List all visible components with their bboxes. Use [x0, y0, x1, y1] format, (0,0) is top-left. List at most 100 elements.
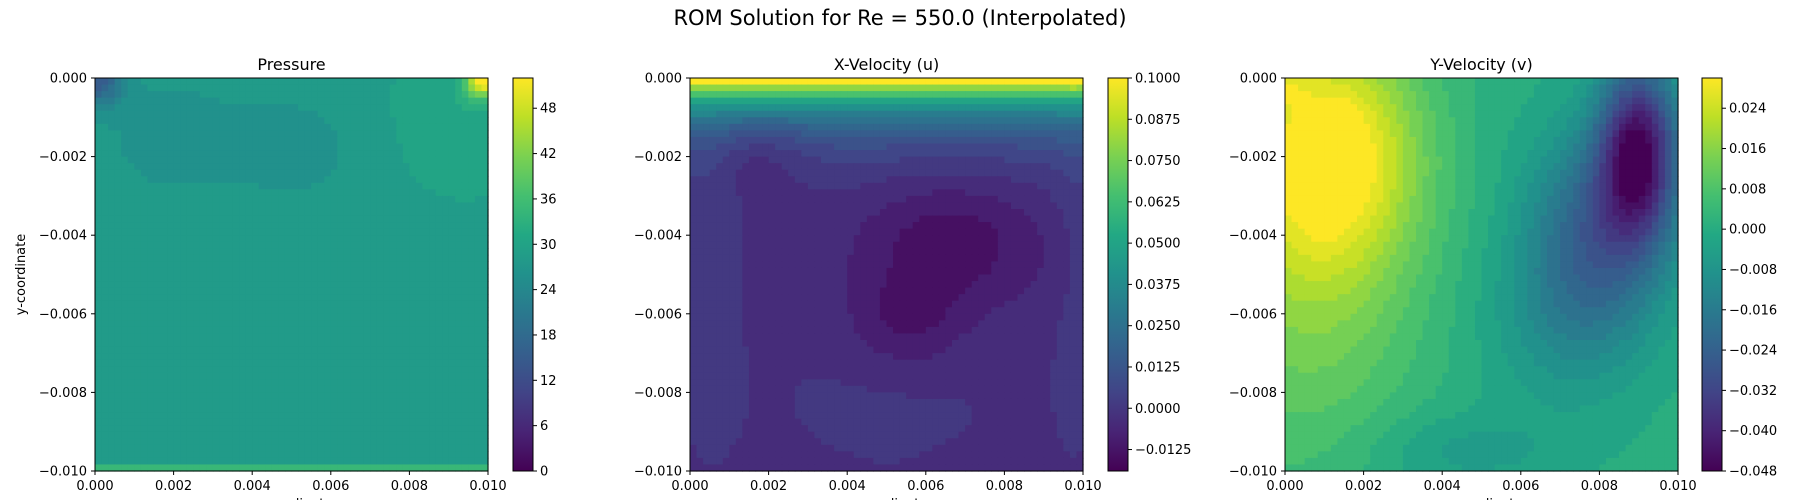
heatmap-cell	[258, 241, 266, 249]
heatmap-cell	[160, 241, 168, 249]
heatmap-cell	[193, 182, 201, 190]
heatmap-cell	[690, 78, 698, 86]
heatmap-cell	[396, 176, 404, 184]
heatmap-cell	[762, 215, 770, 223]
heatmap-cell	[873, 156, 881, 164]
heatmap-cell	[311, 143, 319, 151]
heatmap-cell	[317, 313, 325, 321]
heatmap-cell	[409, 123, 417, 131]
heatmap-cell	[1017, 117, 1025, 125]
heatmap-cell	[1043, 143, 1051, 151]
heatmap-cell	[409, 405, 417, 413]
heatmap-cell	[455, 372, 463, 380]
heatmap-cell	[153, 300, 162, 308]
heatmap-cell	[1063, 156, 1071, 164]
heatmap-cell	[206, 91, 214, 99]
heatmap-cell	[376, 405, 384, 413]
heatmap-cell	[448, 156, 456, 164]
heatmap-cell	[350, 320, 358, 328]
heatmap-cell	[474, 104, 483, 112]
heatmap-cell	[337, 97, 345, 105]
heatmap-cell	[324, 353, 332, 361]
heatmap-cell	[755, 202, 763, 210]
heatmap-cell	[1017, 163, 1025, 171]
heatmap-cell	[389, 281, 397, 289]
heatmap-cell	[337, 261, 345, 269]
heatmap-cell	[180, 287, 188, 295]
heatmap-cell	[311, 209, 319, 217]
heatmap-cell	[448, 104, 456, 112]
heatmap-cell	[794, 176, 802, 184]
heatmap-cell	[1050, 78, 1058, 86]
heatmap-cell	[193, 412, 201, 420]
heatmap-cell	[1056, 209, 1064, 217]
heatmap-cell	[429, 438, 437, 446]
heatmap-cell	[906, 123, 914, 131]
heatmap-cell	[415, 104, 424, 112]
heatmap-cell	[291, 195, 299, 204]
heatmap-cell	[821, 169, 829, 177]
heatmap-cell	[794, 169, 802, 177]
heatmap-cell	[1030, 195, 1038, 204]
heatmap-cell	[1037, 130, 1045, 138]
heatmap-cell	[140, 281, 148, 289]
heatmap-cell	[226, 136, 234, 145]
heatmap-cell	[814, 156, 822, 164]
heatmap-cell	[226, 385, 234, 393]
heatmap-cell	[311, 97, 319, 105]
heatmap-cell	[409, 176, 417, 184]
heatmap-cell	[284, 176, 293, 184]
heatmap-cell	[350, 117, 358, 125]
heatmap-cell	[376, 241, 384, 249]
heatmap-cell	[127, 235, 135, 243]
heatmap-cell	[298, 91, 306, 99]
heatmap-cell	[1050, 215, 1058, 223]
heatmap-cell	[271, 346, 279, 354]
heatmap-cell	[160, 366, 168, 374]
heatmap-cell	[239, 307, 247, 315]
heatmap-cell	[180, 156, 188, 164]
heatmap-cell	[396, 78, 404, 86]
heatmap-cell	[226, 215, 234, 223]
heatmap-cell	[906, 91, 914, 99]
heatmap-cell	[748, 209, 757, 217]
heatmap-cell	[311, 294, 319, 302]
heatmap-cell	[965, 117, 973, 125]
heatmap-cells	[690, 78, 1084, 472]
heatmap-cell	[304, 267, 312, 276]
heatmap-cell	[481, 209, 489, 217]
heatmap-cell	[958, 209, 966, 217]
heatmap-cell	[127, 425, 135, 433]
heatmap-cell	[847, 222, 855, 230]
heatmap-cell	[258, 222, 266, 230]
heatmap-cell	[755, 130, 763, 138]
heatmap-cell	[402, 438, 410, 446]
heatmap-cell	[435, 267, 443, 276]
heatmap-cell	[422, 464, 430, 472]
heatmap-cell	[304, 117, 312, 125]
heatmap-cell	[160, 163, 168, 171]
heatmap-cell	[140, 392, 148, 400]
heatmap-cell	[827, 130, 835, 138]
heatmap-cell	[455, 91, 463, 99]
heatmap-cell	[429, 241, 437, 249]
heatmap-cell	[271, 372, 279, 380]
heatmap-cell	[160, 313, 168, 321]
heatmap-cell	[245, 313, 253, 321]
heatmap-cell	[965, 143, 973, 151]
heatmap-cell	[429, 84, 437, 92]
heatmap-cell	[840, 202, 848, 210]
heatmap-cell	[147, 313, 155, 321]
heatmap-cell	[448, 117, 456, 125]
heatmap-cell	[468, 353, 476, 361]
heatmap-cell	[821, 202, 829, 210]
heatmap-cell	[762, 156, 770, 164]
y-tick-label: −0.006	[39, 307, 87, 322]
heatmap-cell	[127, 464, 135, 472]
heatmap-cell	[121, 241, 129, 249]
heatmap-cell	[343, 385, 352, 393]
heatmap-cell	[167, 156, 175, 164]
heatmap-cell	[1076, 104, 1084, 112]
heatmap-cell	[114, 340, 122, 348]
heatmap-cell	[376, 110, 384, 118]
